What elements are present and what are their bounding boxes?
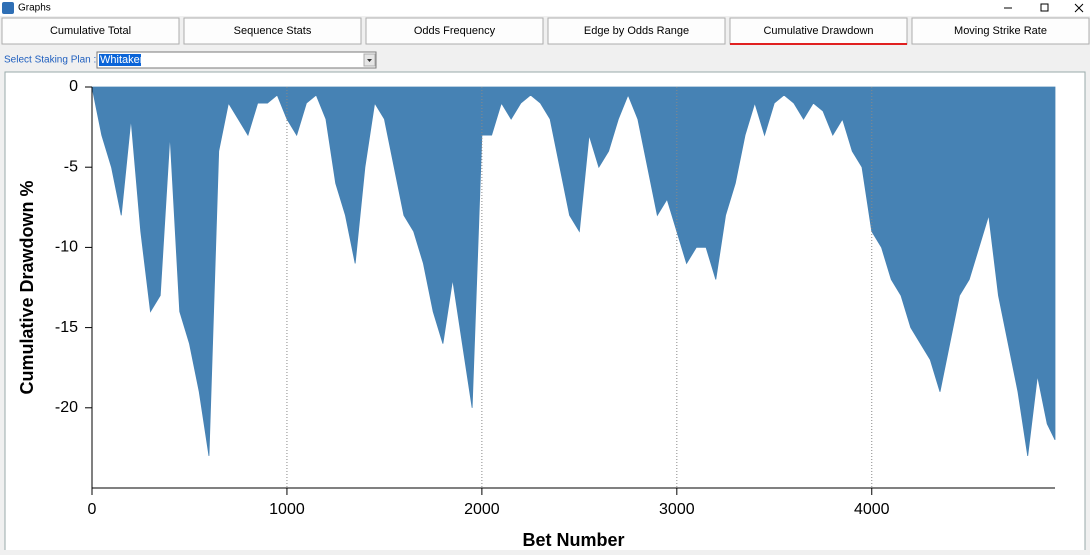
tab-button[interactable] bbox=[365, 17, 544, 45]
y-tick-label: -20 bbox=[55, 399, 78, 416]
x-tick-label: 1000 bbox=[269, 501, 305, 518]
dropdown-arrow bbox=[367, 59, 372, 62]
restore-button[interactable] bbox=[1040, 3, 1049, 12]
tab-label: Moving Strike Rate bbox=[954, 25, 1047, 37]
y-tick-label: -5 bbox=[64, 158, 78, 175]
window-title: Graphs bbox=[18, 3, 51, 14]
y-tick-label: -10 bbox=[55, 239, 78, 256]
tab-button[interactable] bbox=[183, 17, 362, 45]
selection-highlight bbox=[99, 54, 141, 66]
x-tick-label: 4000 bbox=[854, 501, 890, 518]
y-tick-label: 0 bbox=[69, 78, 78, 95]
x-tick-label: 3000 bbox=[659, 501, 695, 518]
y-tick-label: -15 bbox=[55, 319, 78, 336]
y-axis-label: Cumulative Drawdown % bbox=[17, 180, 37, 394]
drawdown-area bbox=[91, 86, 1056, 456]
staking-plan-value: Whitaker bbox=[100, 54, 144, 66]
tab-button[interactable] bbox=[547, 17, 726, 45]
tab-button[interactable] bbox=[729, 17, 908, 45]
tab-button[interactable] bbox=[911, 17, 1090, 45]
tab-label: Edge by Odds Range bbox=[584, 25, 689, 37]
tab-button[interactable] bbox=[1, 17, 180, 45]
staking-plan-select[interactable] bbox=[96, 51, 377, 69]
close-button[interactable] bbox=[1074, 3, 1084, 13]
tab-label: Cumulative Drawdown bbox=[763, 25, 873, 37]
tab-label: Sequence Stats bbox=[234, 25, 312, 37]
x-tick-label: 0 bbox=[88, 501, 97, 518]
tab-label: Odds Frequency bbox=[414, 25, 496, 37]
x-axis-label: Bet Number bbox=[522, 530, 624, 550]
x-tick-label: 2000 bbox=[464, 501, 500, 518]
staking-plan-label: Select Staking Plan : bbox=[4, 55, 96, 66]
title-bar bbox=[0, 0, 1090, 16]
tab-label: Cumulative Total bbox=[50, 25, 131, 37]
app-icon bbox=[2, 2, 14, 14]
